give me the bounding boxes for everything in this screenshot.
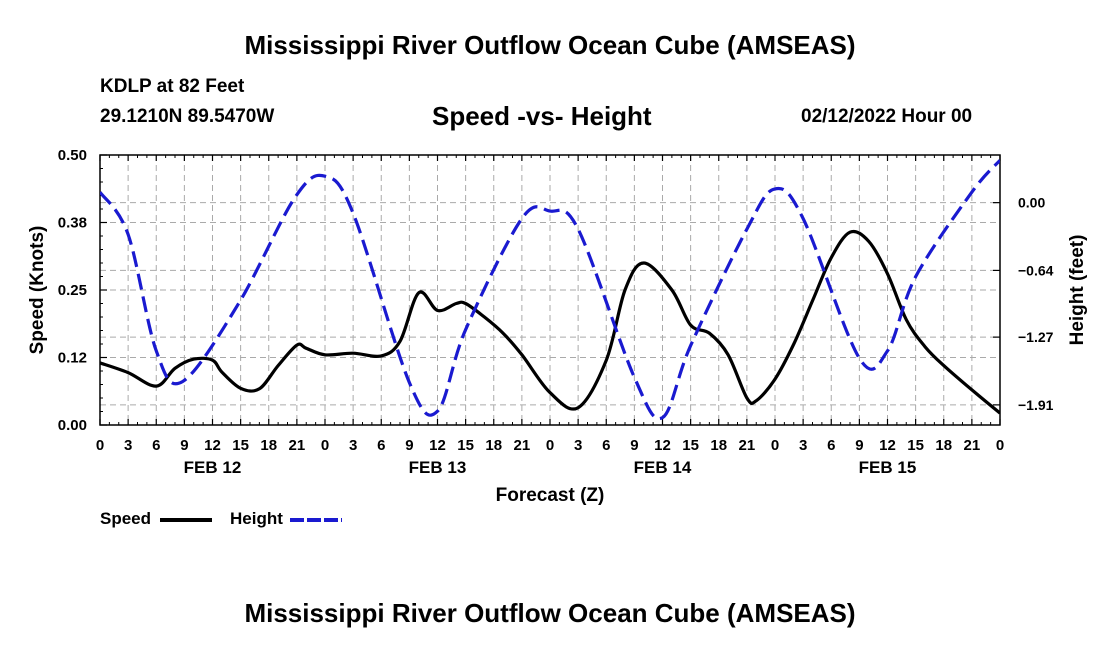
legend-speed-label: Speed <box>100 509 152 528</box>
x-tick-label: 12 <box>654 437 671 454</box>
y2-tick-label: −0.64 <box>1018 262 1054 278</box>
x-tick-label: 0 <box>996 437 1004 454</box>
x-tick-label: 0 <box>771 437 779 454</box>
x-tick-label: 6 <box>602 437 610 454</box>
x-tick-label: 6 <box>827 437 835 454</box>
y2-tick-label: −1.27 <box>1018 329 1054 345</box>
x-tick-label: 18 <box>710 437 727 454</box>
x-tick-label: 15 <box>682 437 699 454</box>
x-tick-label: 0 <box>96 437 104 454</box>
y-tick-label: 0.00 <box>58 417 87 434</box>
x-tick-label: 21 <box>289 437 306 454</box>
chart-title: Mississippi River Outflow Ocean Cube (AM… <box>244 30 856 60</box>
chart-subtitle: Speed -vs- Height <box>432 101 652 131</box>
x-tick-label: 0 <box>321 437 329 454</box>
y-tick-label: 0.38 <box>58 215 87 232</box>
x-tick-label: 3 <box>574 437 582 454</box>
speed-series-line <box>100 229 1000 415</box>
station-label: KDLP at 82 Feet <box>100 76 245 97</box>
x-tick-label: 9 <box>855 437 863 454</box>
x-tick-label: 3 <box>349 437 357 454</box>
x-tick-label: 3 <box>124 437 132 454</box>
x-tick-label: 15 <box>232 437 249 454</box>
height-series-line <box>100 159 1000 421</box>
y-tick-label: 0.25 <box>58 282 87 299</box>
x-tick-label: 15 <box>457 437 474 454</box>
x-tick-label: 12 <box>879 437 896 454</box>
date-label: FEB 12 <box>184 458 242 477</box>
x-tick-label: 12 <box>429 437 446 454</box>
x-tick-label: 18 <box>935 437 952 454</box>
x-tick-label: 9 <box>630 437 638 454</box>
date-label: FEB 13 <box>409 458 467 477</box>
legend-height-swatch <box>290 518 342 522</box>
date-label: FEB 15 <box>859 458 917 477</box>
x-tick-label: 18 <box>260 437 277 454</box>
x-tick-label: 18 <box>485 437 502 454</box>
x-tick-label: 15 <box>907 437 924 454</box>
y-tick-label: 0.50 <box>58 147 87 164</box>
x-tick-label: 0 <box>546 437 554 454</box>
x-tick-label: 9 <box>180 437 188 454</box>
forecast-datetime: 02/12/2022 Hour 00 <box>801 106 973 127</box>
x-tick-label: 3 <box>799 437 807 454</box>
x-tick-label: 12 <box>204 437 221 454</box>
y2-tick-label: 0.00 <box>1018 195 1045 211</box>
y2-axis-label: Height (feet) <box>1067 235 1088 346</box>
footer-title: Mississippi River Outflow Ocean Cube (AM… <box>244 598 856 628</box>
date-label: FEB 14 <box>634 458 692 477</box>
legend-speed-swatch <box>160 518 212 522</box>
x-tick-label: 21 <box>514 437 531 454</box>
y-axis-label: Speed (Knots) <box>27 226 48 355</box>
y-tick-label: 0.12 <box>58 350 87 367</box>
legend-height-label: Height <box>230 509 283 528</box>
x-tick-label: 21 <box>739 437 756 454</box>
x-tick-label: 9 <box>405 437 413 454</box>
x-axis-label: Forecast (Z) <box>496 485 605 506</box>
x-tick-label: 6 <box>377 437 385 454</box>
x-tick-label: 21 <box>964 437 981 454</box>
y2-tick-label: −1.91 <box>1018 397 1054 413</box>
coordinates-label: 29.1210N 89.5470W <box>100 106 275 127</box>
x-tick-label: 6 <box>152 437 160 454</box>
